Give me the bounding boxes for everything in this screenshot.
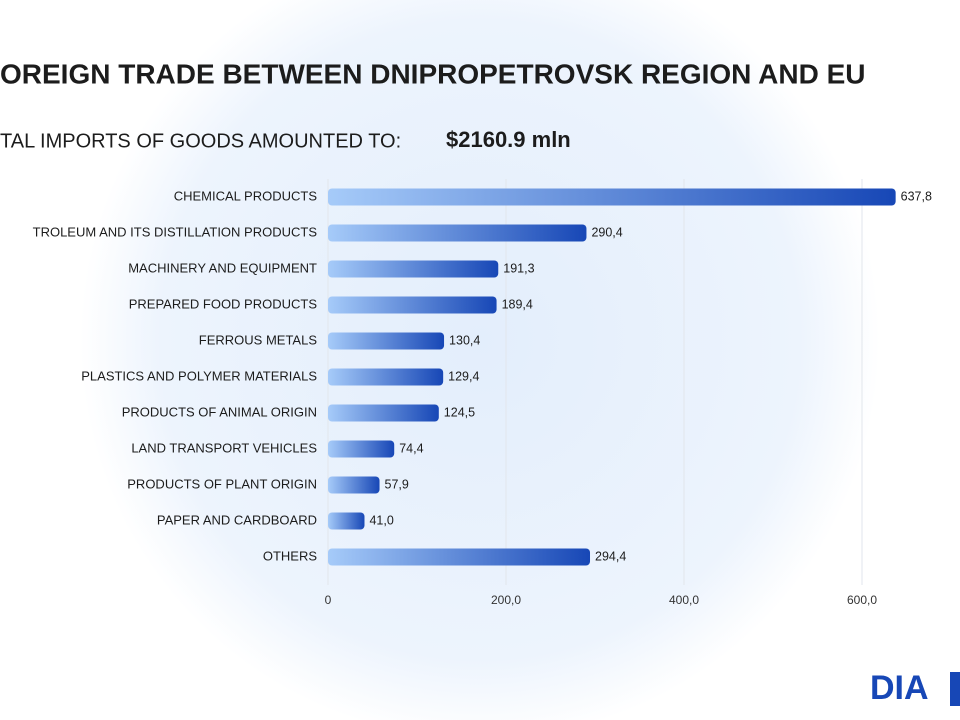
- y-tick-label: PAPER AND CARDBOARD: [157, 512, 317, 527]
- logo-bg: [870, 668, 960, 708]
- bar: [328, 260, 499, 278]
- y-tick-label: FERROUS METALS: [199, 332, 318, 347]
- chart-title: OREIGN TRADE BETWEEN DNIPROPETROVSK REGI…: [0, 58, 865, 89]
- y-tick-label: PREPARED FOOD PRODUCTS: [129, 296, 318, 311]
- logo: DIA: [870, 669, 929, 707]
- value-label: 57,9: [385, 477, 409, 491]
- y-tick-label: CHEMICAL PRODUCTS: [174, 188, 318, 203]
- y-tick-label: TROLEUM AND ITS DISTILLATION PRODUCTS: [33, 224, 318, 239]
- value-label: 41,0: [369, 513, 393, 527]
- x-tick-label: 200,0: [491, 593, 521, 607]
- bar: [328, 512, 365, 530]
- bar: [328, 188, 896, 206]
- bar: [328, 224, 587, 242]
- y-tick-label: PRODUCTS OF PLANT ORIGIN: [127, 476, 317, 491]
- y-tick-label: MACHINERY AND EQUIPMENT: [128, 260, 317, 275]
- y-tick-label: LAND TRANSPORT VEHICLES: [131, 440, 317, 455]
- y-tick-label: OTHERS: [263, 548, 318, 563]
- bar: [328, 440, 395, 458]
- y-tick-label: PRODUCTS OF ANIMAL ORIGIN: [122, 404, 317, 419]
- x-tick-label: 600,0: [847, 593, 877, 607]
- value-label: 637,8: [901, 189, 932, 203]
- bar: [328, 548, 591, 566]
- bar: [328, 332, 445, 350]
- bar: [328, 368, 444, 386]
- value-label: 189,4: [502, 297, 533, 311]
- x-tick-label: 0: [325, 593, 332, 607]
- bar: [328, 404, 439, 422]
- value-label: 74,4: [399, 441, 423, 455]
- subtitle: TAL IMPORTS OF GOODS AMOUNTED TO:: [0, 130, 401, 152]
- x-tick-label: 400,0: [669, 593, 699, 607]
- value-label: 294,4: [595, 549, 626, 563]
- value-label: 124,5: [444, 405, 475, 419]
- logo-block: [950, 672, 960, 706]
- bar: [328, 476, 380, 494]
- y-tick-label: PLASTICS AND POLYMER MATERIALS: [81, 368, 317, 383]
- total: $2160.9 mln: [446, 127, 571, 152]
- value-label: 130,4: [449, 333, 480, 347]
- bar: [328, 296, 497, 314]
- value-label: 129,4: [448, 369, 479, 383]
- value-label: 290,4: [591, 225, 622, 239]
- value-label: 191,3: [503, 261, 534, 275]
